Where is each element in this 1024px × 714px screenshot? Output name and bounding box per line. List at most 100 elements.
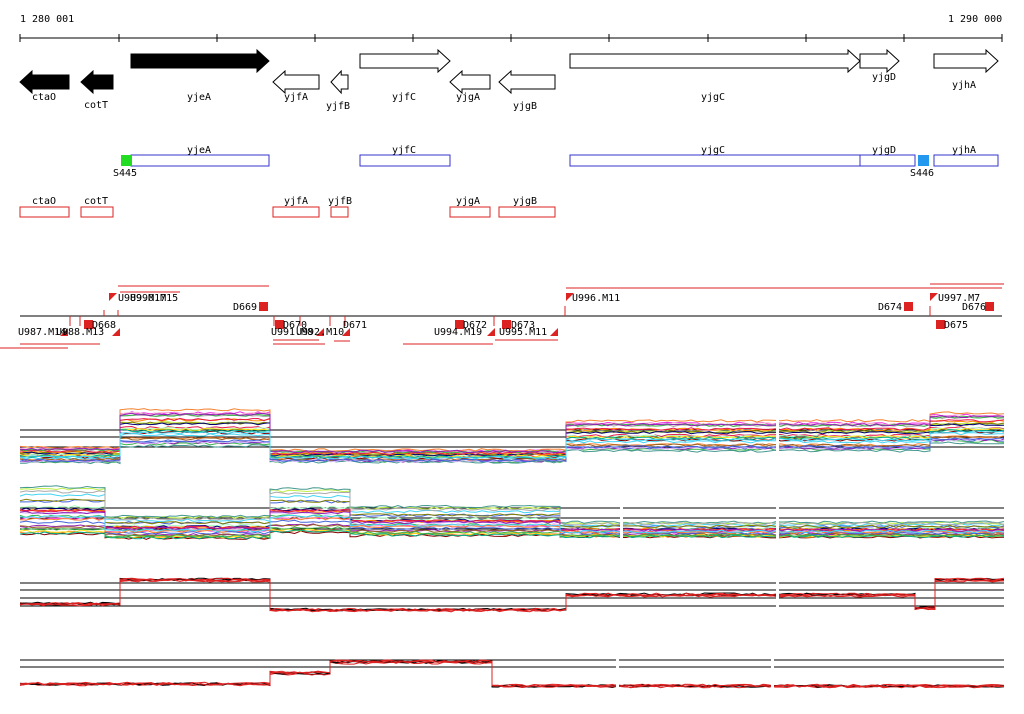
tu-terminator[interactable] xyxy=(259,302,268,311)
gene-arrow[interactable] xyxy=(19,69,70,95)
gene-yjeA[interactable]: yjeA xyxy=(130,48,270,103)
tu-label: D676 xyxy=(962,302,986,313)
panel-gap xyxy=(776,543,779,623)
operon-box[interactable] xyxy=(130,154,270,167)
tu-terminator[interactable] xyxy=(985,302,994,311)
sigma-site-S446[interactable]: S446 xyxy=(910,155,934,179)
tu-label: U997.M7 xyxy=(938,293,980,304)
sigma-site-label: S445 xyxy=(113,168,137,179)
operon-box[interactable] xyxy=(569,154,861,167)
operon-label: yjgA xyxy=(456,196,480,207)
operon-plus-yjfC[interactable]: yjfC xyxy=(359,145,451,167)
operon-box[interactable] xyxy=(19,206,70,218)
operon-box[interactable] xyxy=(449,206,491,218)
gene-arrow[interactable] xyxy=(330,69,349,95)
expression-profile-line xyxy=(19,526,1005,538)
gene-label: yjgB xyxy=(513,101,537,112)
gene-yjgC[interactable]: yjgC xyxy=(569,48,861,103)
operon-minus-track: ctaO cotT yjfA yjfB yjgA yjgB xyxy=(19,196,556,218)
tu-terminator[interactable] xyxy=(275,320,284,329)
gene-yjgA[interactable]: yjgA xyxy=(449,69,491,103)
tu-terminator[interactable] xyxy=(84,320,93,329)
panel-gap xyxy=(771,620,774,700)
gene-arrow[interactable] xyxy=(449,69,491,95)
coordinate-ruler: 1 280 001 1 290 000 xyxy=(19,14,1003,42)
tu-marker[interactable] xyxy=(550,328,558,336)
gene-arrow[interactable] xyxy=(130,48,270,74)
gene-arrow[interactable] xyxy=(498,69,556,95)
operon-plus-yjgD[interactable]: yjgD xyxy=(859,145,916,167)
operon-box[interactable] xyxy=(330,206,349,218)
tu-marker[interactable] xyxy=(109,293,117,301)
tu-label: U987.M14 xyxy=(18,327,66,338)
gene-label: yjgD xyxy=(872,72,896,83)
gene-yjhA[interactable]: yjhA xyxy=(933,48,999,91)
operon-label: yjgD xyxy=(872,145,896,156)
tu-marker[interactable] xyxy=(112,328,120,336)
gene-arrow[interactable] xyxy=(80,69,114,95)
gene-track: ctaO cotT yjeA yjfA yjfB yjfC yjgA yjgB yjgC yjgD… xyxy=(19,48,999,112)
gene-label: yjfA xyxy=(284,92,308,103)
operon-minus-yjfA[interactable]: yjfA xyxy=(272,196,320,218)
expression-profile-line xyxy=(19,528,1005,539)
tu-marker[interactable] xyxy=(60,328,68,336)
operon-box[interactable] xyxy=(859,154,916,167)
tu-marker[interactable] xyxy=(487,328,495,336)
tu-terminator[interactable] xyxy=(904,302,913,311)
tu-label: D673 xyxy=(511,320,535,331)
tu-label: U994.M19 xyxy=(434,327,482,338)
expression-profile-line xyxy=(19,659,1005,688)
operon-label: yjhA xyxy=(952,145,976,156)
gene-ctaO[interactable]: ctaO xyxy=(19,69,70,103)
sigma-site-marker[interactable] xyxy=(121,155,132,166)
gene-yjfC[interactable]: yjfC xyxy=(359,48,451,103)
expression-profile-line xyxy=(19,660,1005,688)
tu-marker[interactable] xyxy=(342,328,350,336)
expression-profile-line xyxy=(19,408,1005,452)
expression-summary-panel-plus xyxy=(19,543,1005,623)
gene-label: yjgA xyxy=(456,92,480,103)
gene-arrow[interactable] xyxy=(933,48,999,74)
panel-gap xyxy=(620,468,623,548)
operon-box[interactable] xyxy=(498,206,556,218)
operon-box[interactable] xyxy=(80,206,114,218)
gene-cotT[interactable]: cotT xyxy=(80,69,114,111)
tu-label: D670 xyxy=(283,320,307,331)
gene-arrow[interactable] xyxy=(272,69,320,95)
gene-label: cotT xyxy=(84,100,108,111)
tu-marker[interactable] xyxy=(930,293,938,301)
gene-arrow[interactable] xyxy=(569,48,861,74)
tu-marker[interactable] xyxy=(566,293,574,301)
operon-box[interactable] xyxy=(933,154,999,167)
tu-terminator[interactable] xyxy=(502,320,511,329)
tu-label: U995.M11 xyxy=(499,327,547,338)
gene-arrow[interactable] xyxy=(859,48,900,74)
tu-marker[interactable] xyxy=(316,328,324,336)
gene-label: yjfB xyxy=(326,101,350,112)
operon-minus-cotT[interactable]: cotT xyxy=(80,196,114,218)
operon-minus-ctaO[interactable]: ctaO xyxy=(19,196,70,218)
tu-terminator[interactable] xyxy=(936,320,945,329)
sigma-site-marker[interactable] xyxy=(918,155,929,166)
operon-plus-yjgC[interactable]: yjgC xyxy=(569,145,861,167)
tu-terminator[interactable] xyxy=(455,320,464,329)
gene-arrow[interactable] xyxy=(359,48,451,74)
operon-minus-yjfB[interactable]: yjfB xyxy=(328,196,352,218)
coord-start-label: 1 280 001 xyxy=(20,14,74,25)
operon-minus-yjgA[interactable]: yjgA xyxy=(449,196,491,218)
operon-plus-yjhA[interactable]: yjhA xyxy=(933,145,999,167)
gene-yjfB[interactable]: yjfB xyxy=(326,69,350,112)
tu-label: D669 xyxy=(233,302,257,313)
gene-yjfA[interactable]: yjfA xyxy=(272,69,320,103)
operon-plus-track: yjeA yjfC yjgC yjgD yjhA S445 S446 xyxy=(113,145,999,179)
gene-yjgB[interactable]: yjgB xyxy=(498,69,556,112)
gene-yjgD[interactable]: yjgD xyxy=(859,48,900,83)
expression-profile-line xyxy=(19,485,1005,525)
operon-box[interactable] xyxy=(359,154,451,167)
sigma-site-S445[interactable]: S445 xyxy=(113,155,137,179)
tu-label: U989.M17 xyxy=(118,293,166,304)
operon-plus-yjeA[interactable]: yjeA xyxy=(130,145,270,167)
operon-box[interactable] xyxy=(272,206,320,218)
operon-minus-yjgB[interactable]: yjgB xyxy=(498,196,556,218)
expression-profile-line xyxy=(19,439,1005,464)
